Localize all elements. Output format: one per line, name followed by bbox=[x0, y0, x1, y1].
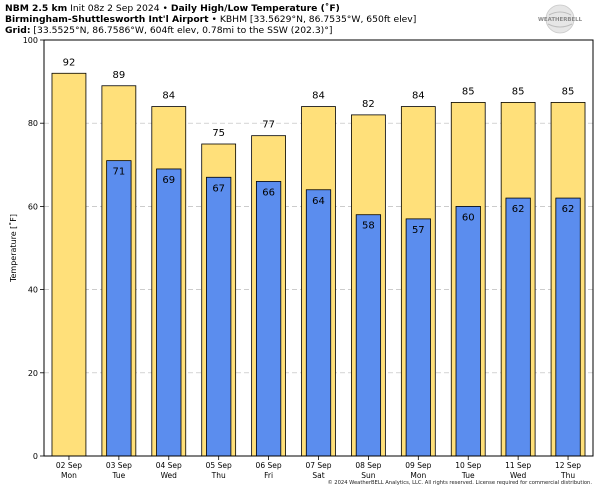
station-name: Birmingham-Shuttlesworth Int'l Airport bbox=[5, 14, 209, 25]
high-value-label: 89 bbox=[112, 70, 125, 81]
x-tick-label-date: 04 Sep bbox=[156, 461, 182, 470]
x-tick-label-date: 05 Sep bbox=[206, 461, 232, 470]
x-tick-label-weekday: Fri bbox=[264, 471, 273, 480]
x-tick-label-date: 08 Sep bbox=[355, 461, 381, 470]
product-title: Daily High/Low Temperature (˚F) bbox=[170, 3, 340, 14]
low-bar bbox=[355, 214, 382, 457]
grid-info: [33.5525°N, 86.7586°W, 604ft elev, 0.78m… bbox=[33, 25, 333, 36]
y-tick-label: 60 bbox=[28, 202, 38, 211]
header-line-3: Grid: [33.5525°N, 86.7586°W, 604ft elev,… bbox=[5, 25, 333, 36]
header-line-2: Birmingham-Shuttlesworth Int'l Airport •… bbox=[5, 14, 416, 25]
high-value-label: 82 bbox=[362, 99, 375, 110]
y-tick-label: 100 bbox=[23, 36, 38, 45]
x-tick-label-date: 10 Sep bbox=[455, 461, 481, 470]
init-time: Init 08z 2 Sep 2024 bbox=[70, 3, 160, 14]
high-value-label: 85 bbox=[562, 86, 575, 97]
low-bar bbox=[405, 218, 431, 457]
x-tick-label-weekday: Thu bbox=[560, 471, 575, 480]
high-value-label: 85 bbox=[462, 86, 475, 97]
low-bar bbox=[455, 205, 481, 457]
x-tick-label-weekday: Thu bbox=[211, 471, 226, 480]
plot-frame bbox=[43, 39, 594, 457]
y-axis-label: Temperature [˚F] bbox=[8, 214, 18, 283]
x-tick-label-date: 06 Sep bbox=[256, 461, 282, 470]
x-tick-label-weekday: Mon bbox=[61, 471, 77, 480]
low-bar bbox=[255, 181, 282, 457]
header-separator-1: • bbox=[162, 3, 168, 14]
low-value-label: 58 bbox=[362, 221, 375, 232]
y-tick-label: 0 bbox=[33, 452, 38, 461]
y-tick-label: 80 bbox=[28, 119, 38, 128]
x-tick-label-date: 02 Sep bbox=[56, 461, 82, 470]
low-value-label: 71 bbox=[112, 167, 125, 178]
high-value-label: 85 bbox=[512, 86, 525, 97]
grid-label: Grid bbox=[5, 25, 27, 36]
y-tick-label: 20 bbox=[28, 369, 38, 378]
high-bar bbox=[51, 72, 87, 457]
x-tick-label-weekday: Sun bbox=[361, 471, 376, 480]
low-value-label: 67 bbox=[212, 183, 225, 194]
low-value-label: 64 bbox=[312, 196, 325, 207]
x-tick-label-date: 07 Sep bbox=[305, 461, 331, 470]
header-separator-2: • bbox=[211, 14, 217, 25]
x-tick-label-date: 09 Sep bbox=[405, 461, 431, 470]
x-tick-label-weekday: Tue bbox=[461, 471, 475, 480]
x-tick-label-date: 03 Sep bbox=[106, 461, 132, 470]
header-line-1: NBM 2.5 km Init 08z 2 Sep 2024 • Daily H… bbox=[5, 3, 340, 14]
low-value-label: 62 bbox=[562, 204, 575, 215]
x-tick-label-date: 12 Sep bbox=[555, 461, 581, 470]
low-value-label: 66 bbox=[262, 187, 275, 198]
high-value-label: 75 bbox=[212, 128, 225, 139]
low-value-label: 62 bbox=[512, 204, 525, 215]
x-tick-label-date: 11 Sep bbox=[505, 461, 531, 470]
logo-text: WEATHERBELL bbox=[538, 17, 583, 23]
low-value-label: 60 bbox=[462, 212, 475, 223]
high-value-label: 77 bbox=[262, 120, 275, 131]
low-value-label: 69 bbox=[162, 175, 175, 186]
x-tick-label-weekday: Wed bbox=[510, 471, 527, 480]
x-tick-label-weekday: Tue bbox=[111, 471, 125, 480]
low-bar bbox=[555, 197, 581, 457]
high-value-label: 84 bbox=[162, 91, 175, 102]
weatherbell-logo: WEATHERBELL bbox=[538, 4, 583, 34]
copyright-footer: © 2024 WeatherBELL Analytics, LLC. All r… bbox=[327, 480, 592, 486]
low-bar bbox=[106, 160, 132, 457]
model-name: NBM 2.5 km bbox=[5, 3, 68, 14]
high-value-label: 84 bbox=[312, 91, 325, 102]
low-bar bbox=[156, 168, 182, 457]
low-bar bbox=[305, 189, 332, 457]
x-tick-label-weekday: Mon bbox=[410, 471, 426, 480]
low-bar bbox=[206, 176, 232, 457]
high-value-label: 92 bbox=[63, 57, 76, 68]
y-tick-label: 40 bbox=[28, 286, 38, 295]
x-tick-label-weekday: Wed bbox=[161, 471, 178, 480]
low-value-label: 57 bbox=[412, 225, 425, 236]
high-value-label: 84 bbox=[412, 91, 425, 102]
x-tick-label-weekday: Sat bbox=[312, 471, 324, 480]
low-bar bbox=[505, 197, 531, 457]
station-info: KBHM [33.5629°N, 86.7535°W, 650ft elev] bbox=[219, 14, 417, 25]
